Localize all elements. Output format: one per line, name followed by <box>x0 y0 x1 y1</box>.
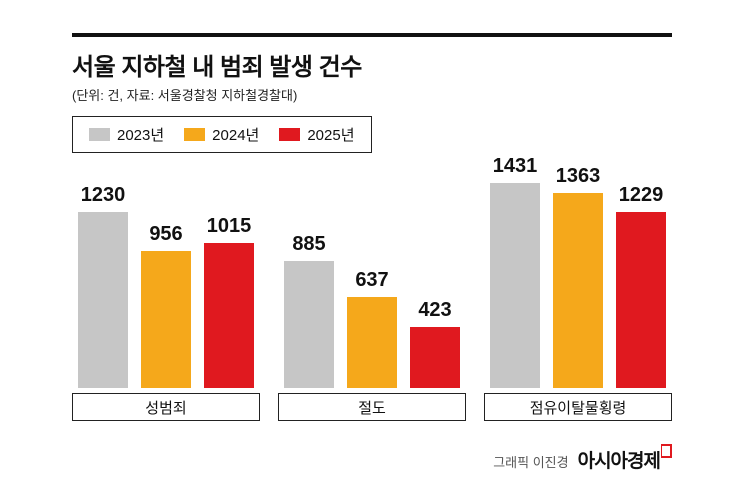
bar-wrap: 1363 <box>553 165 603 388</box>
bar-2024년-절도 <box>347 297 397 388</box>
bar-cluster: 1431 1363 1229 <box>484 152 672 388</box>
bar-value-label: 1431 <box>492 155 538 177</box>
bar-value-label: 1363 <box>555 165 601 187</box>
bar-2024년-성범죄 <box>141 251 191 388</box>
bar-wrap: 885 <box>284 233 334 388</box>
legend-swatch-icon <box>184 128 206 141</box>
category-label-절도: 절도 <box>278 393 466 421</box>
bar-value-label: 885 <box>292 233 326 255</box>
bar-value-label: 1229 <box>618 184 664 206</box>
bar-2025년-절도 <box>410 327 460 388</box>
brand-logo-text: 아시아경제 <box>577 451 661 472</box>
bar-wrap: 1230 <box>78 184 128 388</box>
bar-wrap: 956 <box>141 223 191 388</box>
bar-wrap: 1015 <box>204 215 254 388</box>
bar-cluster: 885 637 423 <box>278 152 466 388</box>
bar-2025년-성범죄 <box>204 243 254 388</box>
bar-value-label: 1015 <box>206 215 252 237</box>
bar-value-label: 423 <box>418 299 452 321</box>
top-rule <box>72 33 672 37</box>
bar-2024년-점유이탈물횡령 <box>553 193 603 388</box>
chart-groups: 1230 956 1015 성범죄 885 637 423 절도 1431 1363 1229 점유이… <box>72 152 672 421</box>
category-label-성범죄: 성범죄 <box>72 393 260 421</box>
bar-group-성범죄: 1230 956 1015 성범죄 <box>72 152 260 421</box>
legend-label: 2024년 <box>212 127 260 144</box>
bar-cluster: 1230 956 1015 <box>72 152 260 388</box>
footer: 그래픽 이진경 아시아경제 <box>493 444 672 473</box>
bar-wrap: 423 <box>410 299 460 388</box>
legend-swatch-icon <box>279 128 301 141</box>
chart-subtitle: (단위: 건, 자료: 서울경찰청 지하철경찰대) <box>72 88 298 103</box>
bar-2023년-절도 <box>284 261 334 388</box>
chart-title: 서울 지하철 내 범죄 발생 건수 <box>72 54 362 81</box>
bar-wrap: 1431 <box>490 155 540 388</box>
legend-item-2023년: 2023년 <box>89 124 164 145</box>
bar-group-점유이탈물횡령: 1431 1363 1229 점유이탈물횡령 <box>484 152 672 421</box>
brand-logo: 아시아경제 <box>577 444 672 473</box>
bar-2023년-성범죄 <box>78 212 128 388</box>
bar-value-label: 637 <box>355 269 389 291</box>
bar-group-절도: 885 637 423 절도 <box>278 152 466 421</box>
brand-logo-mark-icon <box>661 444 672 458</box>
bar-2025년-점유이탈물횡령 <box>616 212 666 388</box>
bar-value-label: 1230 <box>80 184 126 206</box>
bar-wrap: 1229 <box>616 184 666 388</box>
legend-box: 2023년 2024년 2025년 <box>72 116 372 153</box>
bar-2023년-점유이탈물횡령 <box>490 183 540 388</box>
category-label-점유이탈물횡령: 점유이탈물횡령 <box>484 393 672 421</box>
bar-value-label: 956 <box>149 223 183 245</box>
legend-label: 2023년 <box>117 127 165 144</box>
legend-item-2024년: 2024년 <box>184 124 259 145</box>
legend-label: 2025년 <box>307 127 355 144</box>
legend-swatch-icon <box>89 128 110 141</box>
graphic-credit: 그래픽 이진경 <box>493 455 569 470</box>
legend-item-2025년: 2025년 <box>279 124 355 145</box>
bar-wrap: 637 <box>347 269 397 388</box>
